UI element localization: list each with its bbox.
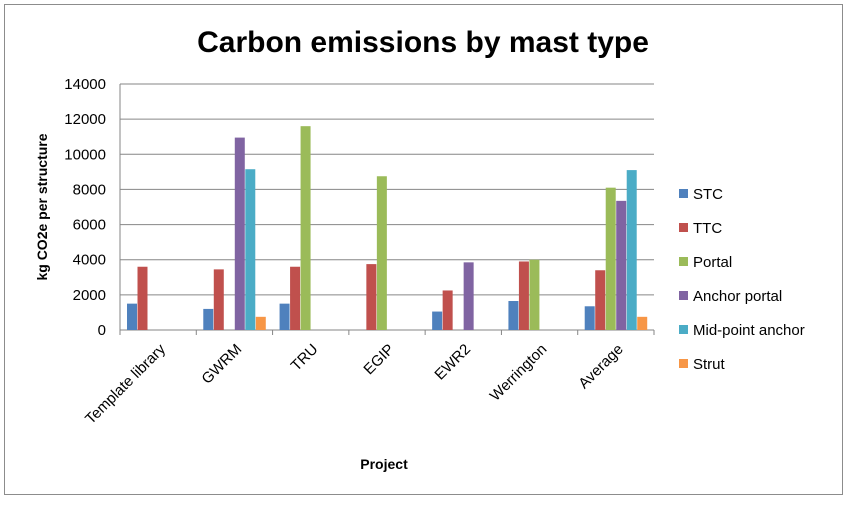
y-tick-label: 4000 (73, 252, 106, 269)
legend-label: Strut (693, 356, 726, 373)
bar (290, 266, 301, 330)
bar (376, 176, 387, 330)
x-axis-title: Project (360, 456, 408, 472)
y-tick-label: 14000 (64, 76, 106, 93)
bar (595, 270, 606, 330)
x-tick-label: GWRM (198, 341, 245, 388)
legend-label: Anchor portal (693, 288, 782, 305)
bar (137, 266, 148, 330)
bar (518, 261, 529, 330)
bar (255, 316, 266, 330)
y-tick-label: 6000 (73, 217, 106, 234)
legend: STC TTC Portal Anchor portal Mid-point ancho… (679, 186, 805, 373)
legend-label: Mid-point anchor (693, 322, 805, 339)
x-tick-label: TRU (288, 341, 322, 375)
x-tick-label: EWR2 (431, 341, 474, 384)
x-tick-label: Average (575, 341, 626, 392)
bar (637, 316, 648, 330)
bar (127, 303, 137, 330)
bars (127, 126, 648, 331)
y-tick-labels: 0 2000 4000 6000 8000 10000 12000 14000 (64, 76, 106, 339)
bar (626, 170, 637, 330)
bar (463, 262, 474, 330)
y-tick-label: 0 (98, 322, 106, 339)
legend-label: TTC (693, 220, 722, 237)
legend-label: Portal (693, 254, 732, 271)
chart-frame (4, 4, 843, 495)
bar (605, 187, 616, 330)
x-tick-label: EGIP (360, 341, 397, 378)
gridlines (119, 83, 655, 335)
bar (203, 308, 214, 330)
legend-swatch (679, 189, 688, 198)
legend-label: STC (693, 186, 723, 203)
bar (584, 306, 595, 330)
legend-swatch (679, 291, 688, 300)
bar (366, 264, 377, 330)
y-tick-label: 10000 (64, 146, 106, 163)
chart-title: Carbon emissions by mast type (197, 26, 649, 59)
x-tick-label: Template library (82, 340, 169, 427)
bar (279, 303, 290, 330)
legend-swatch (679, 359, 688, 368)
bar (432, 311, 443, 330)
legend-swatch (679, 223, 688, 232)
y-tick-label: 8000 (73, 181, 106, 198)
legend-swatch (679, 257, 688, 266)
x-tick-label: Werrington (487, 341, 551, 405)
x-tick-labels: Template library GWRM TRU EGIP EWR2 Werringto… (82, 340, 627, 427)
y-tick-label: 2000 (73, 287, 106, 304)
bar (442, 290, 453, 330)
bar (213, 269, 224, 330)
bar (616, 200, 627, 330)
bar (529, 259, 540, 330)
y-tick-label: 12000 (64, 111, 106, 128)
bar (234, 137, 245, 330)
y-axis-title: kg CO2e per structure (34, 133, 50, 280)
bar (508, 301, 519, 330)
bar (245, 169, 256, 330)
bar (300, 126, 311, 331)
legend-swatch (679, 325, 688, 334)
